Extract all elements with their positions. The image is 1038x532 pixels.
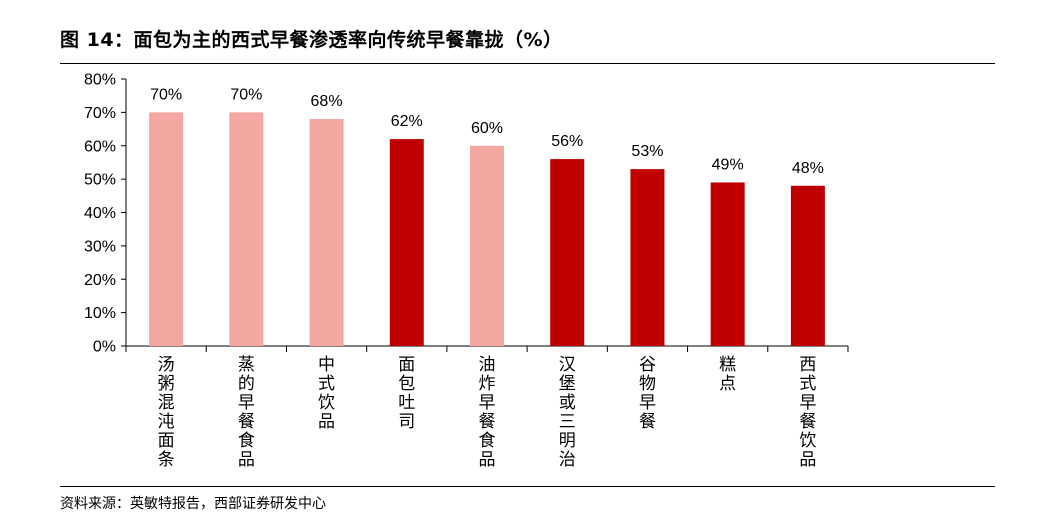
category-label: 面包吐司 [398,355,415,432]
data-label: 70% [230,86,262,103]
y-tick-label: 10% [84,305,116,322]
category-label: 西式早餐饮品 [799,355,816,470]
source-note: 资料来源：英敏特报告，西部证券研发中心 [60,496,326,512]
y-tick-label: 20% [84,272,116,289]
category-label: 中式饮品 [318,355,335,432]
data-label: 49% [712,156,744,173]
y-tick-label: 70% [84,105,116,122]
bar [550,159,585,346]
title-divider [60,63,995,64]
bar [790,185,825,346]
data-label: 56% [551,133,583,150]
category-label: 蒸的早餐食品 [238,355,255,470]
source-divider [60,486,995,487]
data-label: 68% [311,93,343,110]
bar [630,169,665,346]
bar [149,112,184,346]
data-label: 62% [391,113,423,130]
y-tick-label: 40% [84,205,116,222]
category-label: 汉堡或三明治 [559,355,576,470]
chart-title: 图 14：面包为主的西式早餐渗透率向传统早餐靠拢（%） [60,29,563,51]
bar [229,112,264,346]
y-tick-label: 50% [84,172,116,189]
y-tick-label: 30% [84,238,116,255]
bar [470,145,504,346]
y-tick-label: 80% [84,72,116,89]
data-label: 70% [150,86,182,103]
data-label: 53% [631,143,663,160]
bar [309,119,344,346]
bar [389,139,424,346]
data-label: 60% [471,120,503,137]
category-label: 汤粥混沌面条 [158,355,175,470]
category-label: 糕点 [719,355,736,394]
data-label: 48% [792,160,824,177]
category-label: 油炸早餐食品 [479,355,496,470]
category-label: 谷物早餐 [639,355,656,432]
y-tick-label: 60% [84,138,116,155]
y-tick-label: 0% [93,339,116,356]
bar [710,182,745,346]
